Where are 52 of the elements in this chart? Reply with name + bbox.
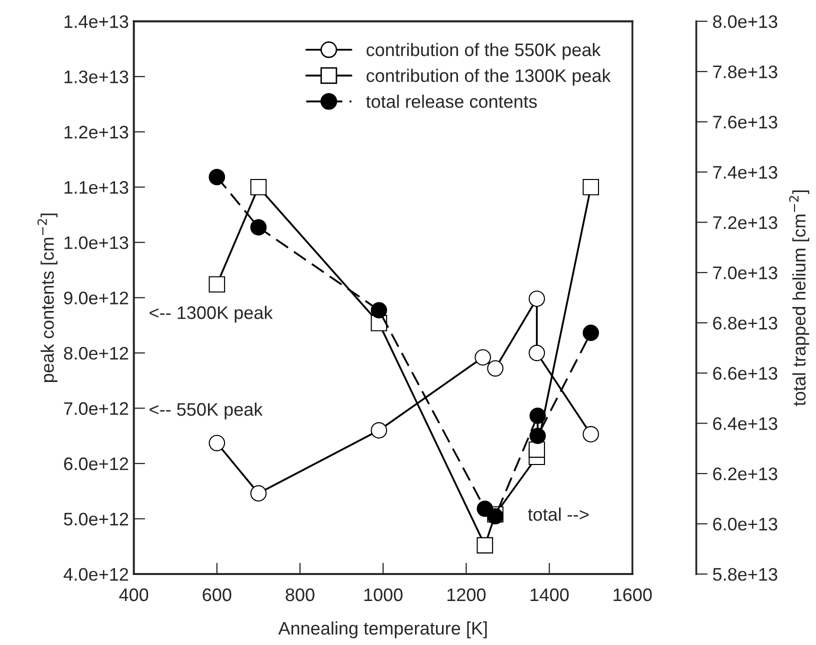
annotation: total --> xyxy=(528,508,589,521)
y2-tick-label: 6.0e+13 xyxy=(713,518,778,531)
point xyxy=(370,422,388,438)
y-tick-label: 1.0e+13 xyxy=(64,236,128,250)
point xyxy=(528,290,545,307)
y2-tick-label: 5.8e+13 xyxy=(712,568,778,581)
annotation: <-- 1300K peak xyxy=(150,306,273,323)
point xyxy=(474,349,491,366)
point xyxy=(582,178,600,196)
y2-tick-label: 6.4e+13 xyxy=(713,417,778,430)
y2-axis-title: total trapped helium [cm$^{−2}$] xyxy=(789,190,810,406)
y-tick-label: 1.2e+13 xyxy=(64,126,128,139)
point xyxy=(208,276,226,293)
x-tick-label: 600 xyxy=(202,588,232,602)
y2-tick-label: 6.6e+13 xyxy=(713,366,778,380)
y2-tick-label: 7.0e+13 xyxy=(713,266,778,280)
y-tick-label: 9.0e+12 xyxy=(64,292,128,304)
x-tick-label: 1600 xyxy=(614,588,652,602)
y2-tick-label: 7.6e+13 xyxy=(713,116,778,129)
x-tick-label: 800 xyxy=(286,588,314,602)
x-tick-label: 1000 xyxy=(364,588,402,602)
point xyxy=(528,442,545,458)
y-tick-label: 1.3e+13 xyxy=(64,70,128,84)
point xyxy=(476,537,494,554)
y2-tick-label: 6.2e+13 xyxy=(713,467,778,480)
y-tick-label: 4.0e+12 xyxy=(64,568,128,581)
legend-label: contribution of the 1300K peak xyxy=(366,68,611,86)
legend-label: contribution of the 550K peak xyxy=(366,42,601,60)
legend-label: total release contents xyxy=(366,94,537,108)
y2-tick-label: 6.8e+13 xyxy=(713,316,778,330)
y-tick-label: 8.0e+12 xyxy=(64,346,128,360)
y-tick-label: 1.4e+13 xyxy=(64,15,128,28)
point xyxy=(208,434,226,452)
y2-tick-label: 8.0e+13 xyxy=(713,15,778,28)
y-axis-title: peak contents [cm$^{−2}$] xyxy=(37,214,58,382)
point xyxy=(582,426,600,442)
y-tick-label: 7.0e+12 xyxy=(64,402,128,415)
y2-tick-label: 7.8e+13 xyxy=(713,65,778,78)
point xyxy=(487,360,504,377)
point xyxy=(250,485,267,502)
point xyxy=(250,178,267,196)
point xyxy=(528,344,545,362)
y2-tick-label: 7.2e+13 xyxy=(713,216,778,230)
y-tick-label: 1.1e+13 xyxy=(64,181,128,194)
y-tick-label: 6.0e+12 xyxy=(64,457,128,470)
y-tick-label: 5.0e+12 xyxy=(64,512,128,526)
x-axis-title: Annealing temperature [K] xyxy=(278,621,487,638)
x-tick-label: 1400 xyxy=(530,588,569,602)
x-tick-label: 400 xyxy=(119,588,148,602)
annotation: <-- 550K peak xyxy=(150,402,263,420)
y2-tick-label: 7.4e+13 xyxy=(713,166,778,179)
x-tick-label: 1200 xyxy=(448,588,486,602)
